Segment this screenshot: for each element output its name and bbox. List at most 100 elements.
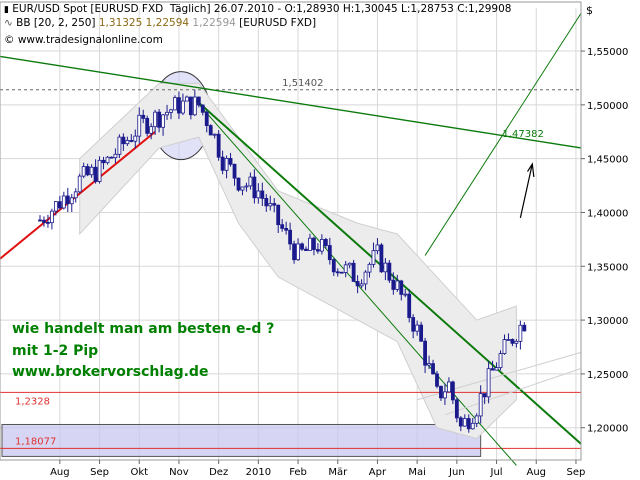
y-tick-label: 1,40000 bbox=[587, 208, 628, 219]
y-tick-label: 1,35000 bbox=[587, 262, 628, 273]
x-tick-label: Jul bbox=[490, 467, 503, 478]
candle-body bbox=[355, 281, 360, 287]
candle bbox=[280, 219, 285, 232]
candle-body bbox=[522, 324, 527, 332]
y-tick-label: 1,30000 bbox=[587, 316, 628, 327]
candle-body bbox=[232, 163, 237, 179]
candle bbox=[522, 322, 527, 332]
level-label: 1,2328 bbox=[15, 396, 50, 407]
candle-body bbox=[85, 166, 90, 176]
candle-body bbox=[224, 157, 229, 171]
candle-body bbox=[149, 126, 154, 134]
candle bbox=[292, 240, 296, 264]
candle bbox=[367, 262, 372, 278]
candle bbox=[129, 134, 134, 143]
candle bbox=[510, 338, 515, 347]
candle-body bbox=[439, 385, 443, 399]
candle-body bbox=[73, 191, 78, 199]
candle-body bbox=[260, 190, 265, 199]
up-arrow-head bbox=[527, 162, 535, 178]
x-tick-label: Mai bbox=[408, 467, 426, 478]
candle bbox=[308, 233, 312, 251]
candle bbox=[169, 108, 173, 120]
candle bbox=[89, 164, 94, 178]
candle-body bbox=[351, 262, 356, 282]
candle bbox=[502, 334, 507, 355]
candle bbox=[395, 274, 400, 292]
candle bbox=[204, 109, 209, 133]
candle-body bbox=[240, 186, 245, 191]
candle bbox=[347, 262, 352, 269]
candle-body bbox=[427, 363, 431, 366]
overlay-website: www.brokervorschlag.de bbox=[12, 364, 209, 380]
candle bbox=[383, 258, 388, 281]
candle-body bbox=[331, 259, 336, 273]
candle-body bbox=[184, 96, 189, 102]
candle-body bbox=[97, 159, 102, 182]
candle-body bbox=[482, 393, 487, 398]
candle bbox=[514, 339, 519, 348]
candle-body bbox=[220, 156, 225, 171]
candle-body bbox=[77, 175, 82, 193]
candle bbox=[137, 107, 142, 144]
candle-body bbox=[423, 340, 427, 366]
candle-body bbox=[177, 97, 181, 114]
y-tick-label: 1,55000 bbox=[587, 47, 628, 58]
candle-body bbox=[117, 136, 122, 155]
candle-body bbox=[57, 201, 62, 209]
candle bbox=[228, 152, 233, 167]
candle bbox=[331, 258, 336, 276]
candle bbox=[506, 333, 511, 341]
candle-body bbox=[296, 243, 300, 261]
candle bbox=[439, 385, 443, 401]
candle-body bbox=[121, 136, 126, 145]
candle-body bbox=[133, 135, 138, 142]
candle-body bbox=[50, 210, 54, 224]
candle bbox=[284, 221, 289, 235]
plot-frame bbox=[0, 1, 582, 461]
candle-body bbox=[256, 190, 261, 199]
candle-body bbox=[89, 166, 94, 176]
candle-body bbox=[93, 166, 98, 182]
x-tick-label: Dez bbox=[209, 467, 228, 478]
candle bbox=[355, 275, 360, 294]
candle bbox=[482, 393, 487, 405]
candle-body bbox=[46, 222, 50, 224]
candle bbox=[42, 216, 46, 227]
candle-body bbox=[300, 243, 304, 250]
candle bbox=[208, 124, 213, 136]
candle-body bbox=[165, 111, 169, 116]
candle-body bbox=[454, 399, 459, 419]
candle bbox=[188, 96, 193, 120]
candle bbox=[498, 350, 503, 371]
candle-body bbox=[101, 159, 106, 164]
candle bbox=[149, 123, 154, 140]
candle bbox=[153, 109, 158, 135]
candle bbox=[117, 134, 122, 159]
indicator-value-2: 1,22594 bbox=[145, 17, 190, 29]
candle-body bbox=[292, 243, 296, 261]
candle bbox=[454, 397, 459, 423]
candle-body bbox=[125, 140, 130, 145]
x-tick-label: Sep bbox=[567, 467, 586, 478]
candle bbox=[196, 96, 201, 108]
candle-body bbox=[173, 97, 177, 111]
candle bbox=[447, 377, 451, 393]
candle bbox=[165, 104, 169, 120]
level-label: 1,51402 bbox=[282, 78, 323, 89]
candle bbox=[161, 114, 165, 136]
candle-body bbox=[447, 381, 451, 393]
candle-body bbox=[304, 248, 308, 251]
candle-body bbox=[212, 133, 217, 136]
candle bbox=[200, 104, 205, 116]
candle-body bbox=[486, 368, 491, 398]
x-tick-label: Feb bbox=[289, 467, 307, 478]
candle-body bbox=[81, 166, 86, 177]
candle-body bbox=[458, 417, 463, 427]
candle-body bbox=[284, 227, 289, 231]
candle bbox=[335, 268, 340, 277]
candle-body bbox=[312, 237, 316, 250]
candle-body bbox=[200, 104, 205, 113]
x-tick-label: Aug bbox=[50, 467, 70, 478]
candle-body bbox=[137, 114, 142, 137]
